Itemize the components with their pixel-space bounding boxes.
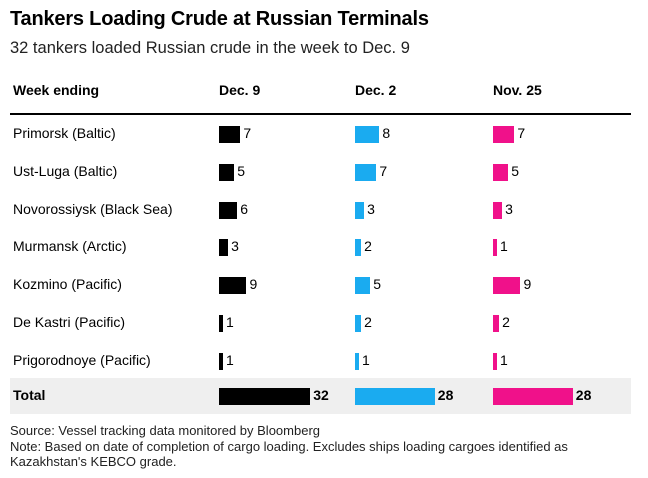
- table-row: Ust-Luga (Baltic) 5 7 5: [0, 154, 648, 190]
- bar-dec-9: [219, 388, 311, 405]
- bar-dec-2: [355, 126, 380, 143]
- total-row: Total 32 28 28: [0, 378, 648, 414]
- bar-dec-9: [219, 277, 247, 295]
- table-row: Prigorodnoye (Pacific) 1 1 1: [0, 343, 648, 379]
- bar-dec-2: [355, 388, 435, 405]
- value-label: 9: [249, 276, 258, 293]
- row-label: Novorossiysk (Black Sea): [13, 200, 173, 217]
- value-label: 1: [362, 351, 370, 368]
- chart-footer: Source: Vessel tracking data monitored b…: [10, 423, 640, 470]
- value-label: 8: [382, 125, 391, 141]
- source-note: Source: Vessel tracking data monitored b…: [10, 423, 321, 438]
- bar-nov-25: [493, 388, 573, 405]
- row-label: Murmansk (Arctic): [13, 238, 127, 255]
- value-label: 3: [367, 200, 375, 217]
- value-label: 2: [364, 314, 372, 330]
- table-row: Murmansk (Arctic) 3 2 1: [0, 229, 648, 265]
- bar-dec-9: [219, 315, 223, 332]
- bar-dec-9: [219, 201, 238, 219]
- bar-dec-2: [355, 277, 371, 295]
- bar-dec-2: [355, 163, 377, 181]
- value-label: 7: [243, 125, 252, 141]
- chart-subtitle: 32 tankers loaded Russian crude in the w…: [10, 39, 410, 57]
- value-label: 1: [500, 238, 508, 255]
- row-label: Kozmino (Pacific): [13, 276, 122, 293]
- value-label: 5: [237, 162, 246, 179]
- value-label: 1: [500, 351, 508, 368]
- value-label: 7: [517, 125, 526, 141]
- bar-dec-9: [219, 163, 235, 181]
- value-label: 6: [240, 200, 249, 217]
- footnote: Note: Based on date of completion of car…: [10, 438, 568, 470]
- bar-nov-25: [493, 239, 497, 257]
- row-label: Primorsk (Baltic): [13, 125, 116, 141]
- bar-dec-9: [219, 352, 223, 370]
- bar-nov-25: [493, 352, 497, 370]
- bar-dec-2: [355, 201, 365, 219]
- value-label: 7: [379, 162, 388, 179]
- bar-dec-9: [219, 126, 241, 143]
- bar-dec-2: [355, 239, 362, 257]
- bar-nov-25: [493, 201, 503, 219]
- value-label: 28: [575, 387, 592, 403]
- row-label: De Kastri (Pacific): [13, 314, 126, 330]
- column-header-2: Nov. 25: [493, 82, 542, 98]
- bar-nov-25: [493, 277, 521, 295]
- table-row: Primorsk (Baltic) 7 8 7: [0, 116, 648, 152]
- column-header-1: Dec. 2: [355, 82, 397, 98]
- value-label: 9: [523, 276, 532, 293]
- value-label: 32: [313, 387, 329, 403]
- row-label: Prigorodnoye (Pacific): [13, 351, 151, 368]
- bar-dec-2: [355, 315, 362, 332]
- row-header: Week ending: [13, 82, 100, 98]
- value-label: 3: [231, 238, 239, 255]
- chart-title: Tankers Loading Crude at Russian Termina…: [10, 8, 429, 30]
- bar-nov-25: [493, 126, 515, 143]
- value-label: 28: [437, 387, 454, 403]
- row-label: Ust-Luga (Baltic): [13, 162, 118, 179]
- total-label: Total: [13, 387, 46, 403]
- value-label: 1: [226, 351, 234, 368]
- bar-nov-25: [493, 315, 500, 332]
- header-divider: [10, 113, 631, 115]
- value-label: 3: [505, 200, 513, 217]
- table-row: Novorossiysk (Black Sea) 6 3 3: [0, 192, 648, 228]
- value-label: 1: [226, 314, 234, 330]
- table-row: De Kastri (Pacific) 1 2 2: [0, 305, 648, 341]
- column-header-0: Dec. 9: [219, 82, 261, 98]
- value-label: 5: [373, 276, 382, 293]
- bar-nov-25: [493, 163, 509, 181]
- table-row: Kozmino (Pacific) 9 5 9: [0, 267, 648, 303]
- value-label: 5: [511, 162, 520, 179]
- bar-dec-9: [219, 239, 229, 257]
- value-label: 2: [364, 238, 372, 255]
- value-label: 2: [502, 314, 510, 330]
- bar-dec-2: [355, 352, 359, 370]
